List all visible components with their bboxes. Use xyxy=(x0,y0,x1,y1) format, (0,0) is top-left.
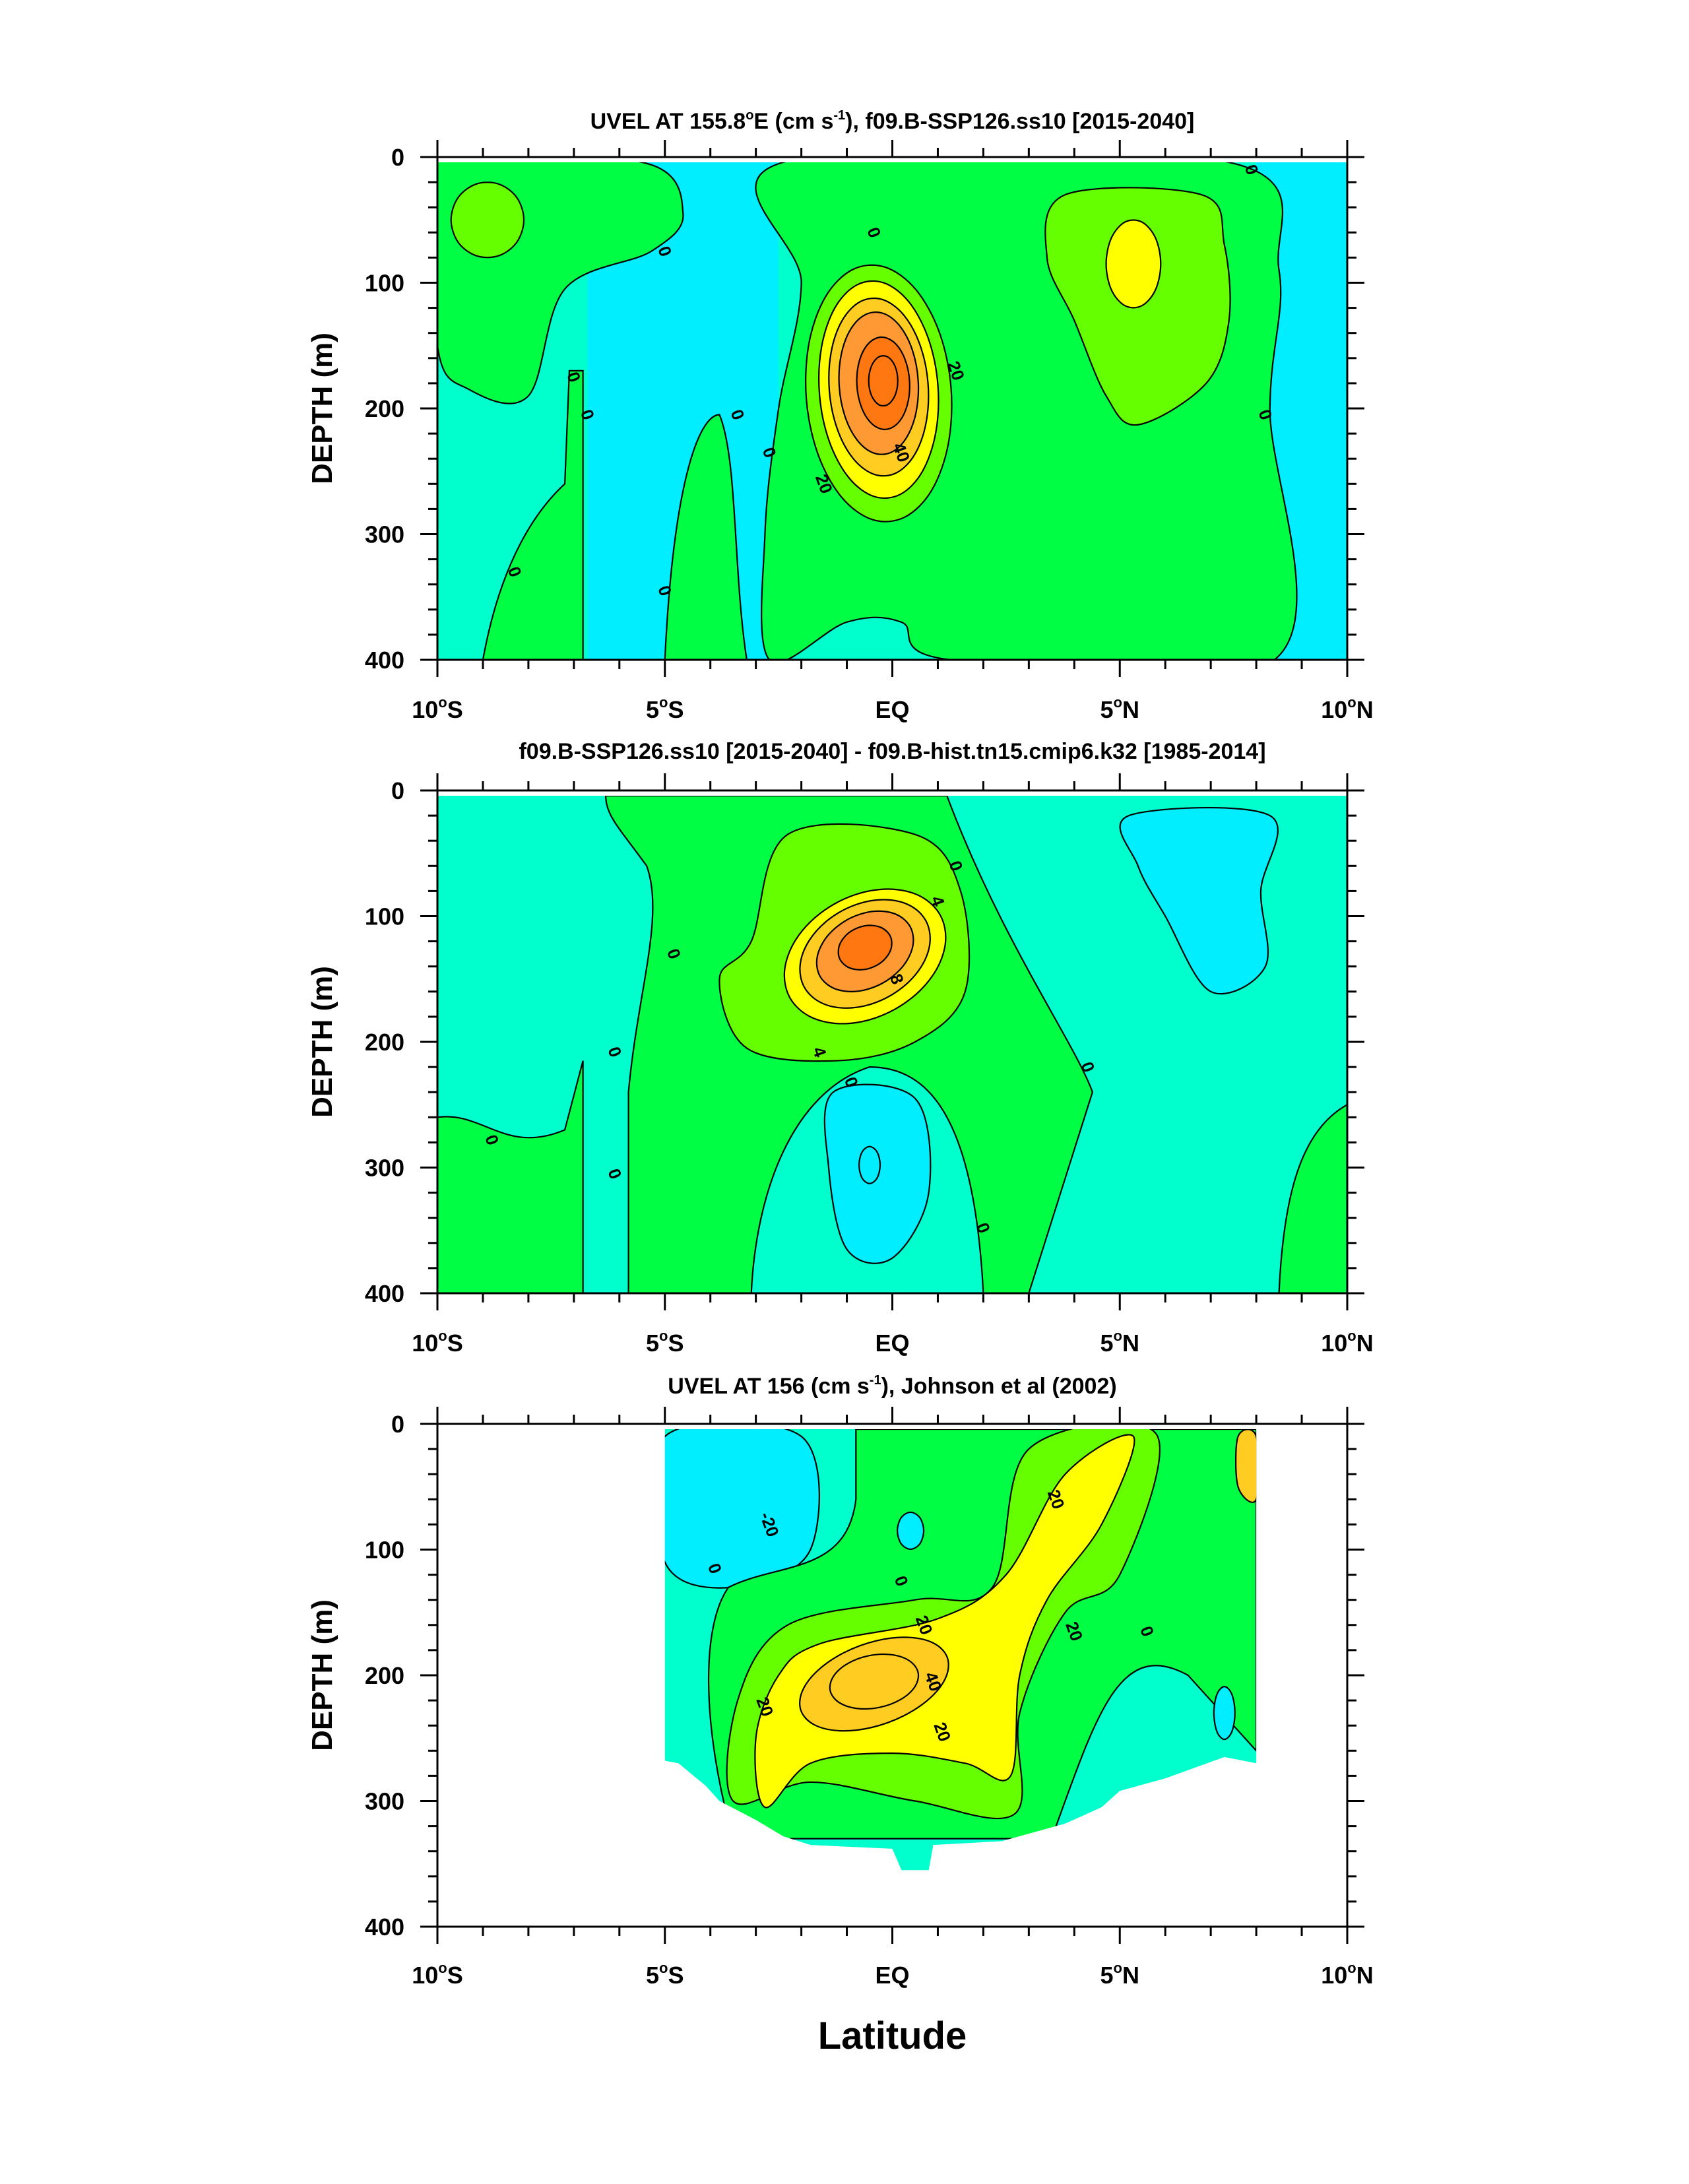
x-tick-label: 5oS xyxy=(646,694,684,723)
level-fill xyxy=(1213,1686,1236,1741)
level-fill xyxy=(856,336,910,430)
y-axis: 0 100 200 300 400 xyxy=(365,777,1364,1307)
level-fill xyxy=(1278,1103,1347,1293)
chart-title: UVEL AT 156 (cm s-1), Johnson et al (200… xyxy=(668,1373,1116,1399)
contour-field xyxy=(437,796,1347,1293)
x-tick-label: 10oN xyxy=(1321,694,1374,723)
x-tick-label: EQ xyxy=(875,1330,909,1357)
y-axis: 0 100 200 300 400 xyxy=(365,144,1364,674)
x-tick-label: 5oS xyxy=(646,1960,684,1989)
y-tick-label: 0 xyxy=(391,1411,404,1438)
x-tick-label: EQ xyxy=(875,696,909,723)
chart-title: f09.B-SSP126.ss10 [2015-2040] - f09.B-hi… xyxy=(519,739,1265,764)
level-fill xyxy=(837,924,893,971)
contour-field xyxy=(664,1429,1257,1871)
chart-title: UVEL AT 155.8oE (cm s-1), f09.B-SSP126.s… xyxy=(590,108,1195,134)
y-tick-label: 100 xyxy=(365,903,404,930)
x-tick-label: 5oN xyxy=(1100,694,1139,723)
level-fill xyxy=(664,1429,820,1589)
level-fill xyxy=(1119,806,1279,995)
chart-panel-3: 0 100 200 300 400 10oS 5oS EQ 5oN 10oN DEPTH (m) UV… xyxy=(306,1373,1374,1989)
level-fill xyxy=(823,1083,932,1264)
y-tick-label: 0 xyxy=(391,777,404,804)
y-tick-label: 0 xyxy=(391,144,404,171)
level-fill xyxy=(799,1636,949,1732)
x-axis: 10oS 5oS EQ 5oN 10oN xyxy=(412,140,1374,723)
y-tick-label: 300 xyxy=(365,1788,404,1815)
y-axis-label: DEPTH (m) xyxy=(306,966,338,1118)
y-tick-label: 200 xyxy=(365,1662,404,1689)
x-axis-label: Latitude xyxy=(818,2014,967,2057)
x-tick-label: 5oN xyxy=(1100,1328,1139,1357)
x-tick-label: 10oN xyxy=(1321,1328,1374,1357)
contour-line xyxy=(858,1145,881,1184)
x-tick-label: 10oS xyxy=(412,694,463,723)
level-fill xyxy=(1235,1429,1257,1503)
x-tick-label: EQ xyxy=(875,1962,909,1989)
contour-line xyxy=(829,1654,920,1710)
y-tick-label: 300 xyxy=(365,521,404,548)
level-fill xyxy=(1105,219,1162,309)
contour-field xyxy=(437,162,1347,660)
level-fill xyxy=(437,1060,584,1293)
x-tick-label: 10oN xyxy=(1321,1960,1374,1989)
x-axis: 10oS 5oS EQ 5oN 10oN xyxy=(412,1407,1374,1989)
y-tick-label: 400 xyxy=(365,1280,404,1307)
y-tick-label: 400 xyxy=(365,647,404,674)
y-axis-label: DEPTH (m) xyxy=(306,333,338,484)
level-fill xyxy=(450,181,525,259)
chart-panel-1: 0 100 200 300 400 10oS 5oS EQ 5oN 10oN DEPTH (m) UV… xyxy=(306,108,1374,723)
x-tick-label: 5oN xyxy=(1100,1960,1139,1989)
y-tick-label: 400 xyxy=(365,1913,404,1941)
x-tick-label: 10oS xyxy=(412,1328,463,1357)
y-axis-label: DEPTH (m) xyxy=(306,1599,338,1751)
level-fill xyxy=(664,414,748,660)
y-tick-label: 100 xyxy=(365,1537,404,1564)
chart-panel-2: 0 100 200 300 400 10oS 5oS EQ 5oN 10oN DEPTH (m) f0… xyxy=(306,739,1374,1357)
y-tick-label: 300 xyxy=(365,1155,404,1182)
contour-line xyxy=(868,355,899,407)
x-tick-label: 10oS xyxy=(412,1960,463,1989)
y-axis: 0 100 200 300 400 xyxy=(365,1411,1364,1941)
x-tick-label: 5oS xyxy=(646,1328,684,1357)
level-fill xyxy=(896,1511,925,1551)
y-tick-label: 100 xyxy=(365,270,404,297)
x-axis: 10oS 5oS EQ 5oN 10oN xyxy=(412,773,1374,1357)
y-tick-label: 200 xyxy=(365,1029,404,1056)
y-tick-label: 200 xyxy=(365,395,404,422)
